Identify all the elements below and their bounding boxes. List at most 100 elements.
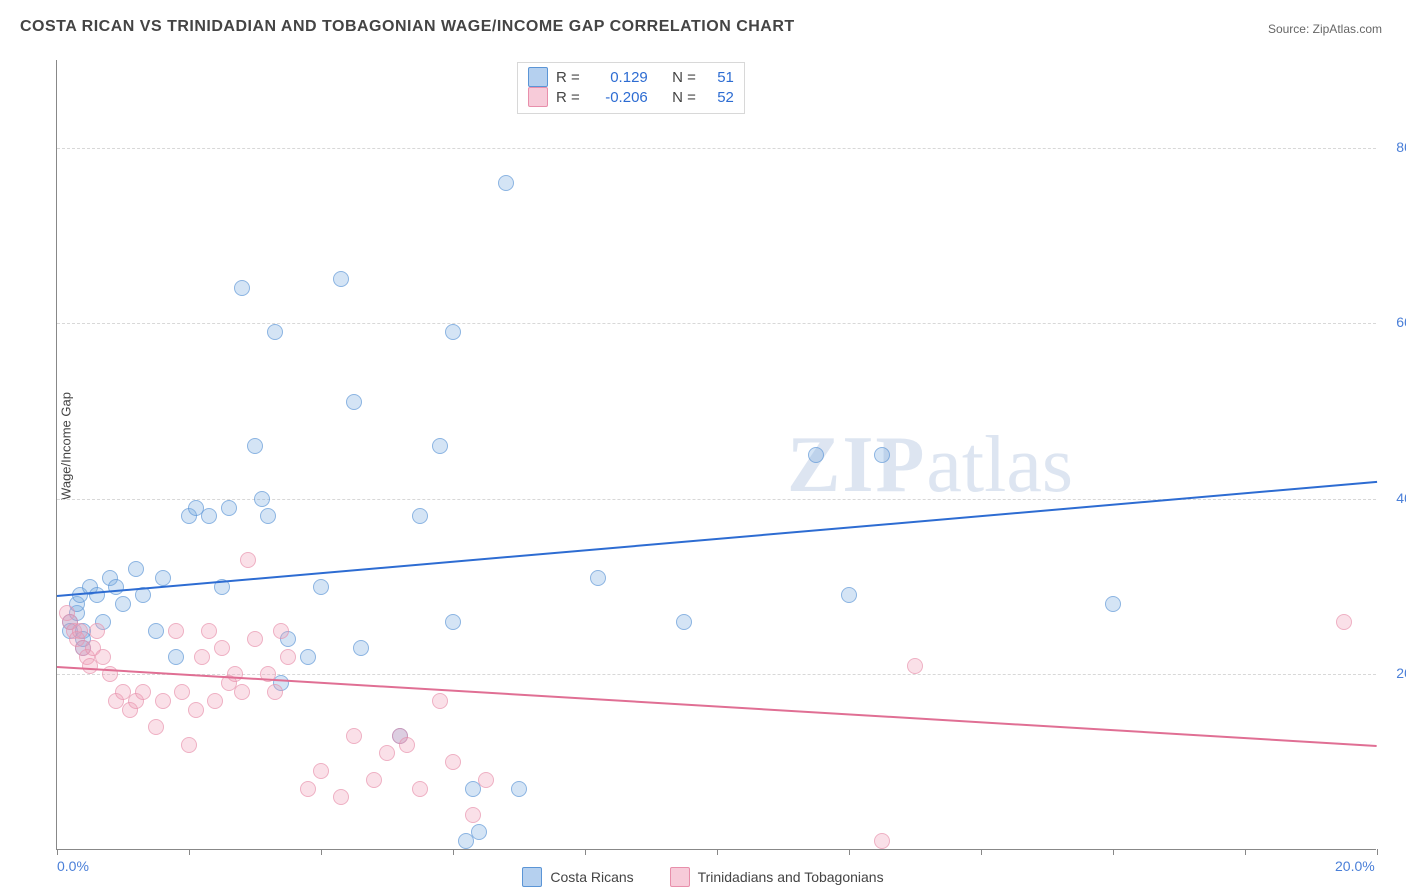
- data-point-trinidadians: [465, 807, 481, 823]
- x-tick-mark: [981, 849, 982, 855]
- legend-swatch-blue: [522, 867, 542, 887]
- data-point-trinidadians: [135, 684, 151, 700]
- source-label: Source: ZipAtlas.com: [1268, 22, 1382, 36]
- legend-item-trinidadians: Trinidadians and Tobagonians: [670, 867, 884, 887]
- data-point-costa_ricans: [267, 324, 283, 340]
- y-tick-label: 40.0%: [1381, 490, 1406, 506]
- x-tick-mark: [1113, 849, 1114, 855]
- gridline: [57, 148, 1376, 149]
- bottom-legend: Costa Ricans Trinidadians and Tobagonian…: [0, 867, 1406, 890]
- data-point-trinidadians: [366, 772, 382, 788]
- data-point-costa_ricans: [511, 781, 527, 797]
- data-point-costa_ricans: [89, 587, 105, 603]
- data-point-trinidadians: [907, 658, 923, 674]
- data-point-trinidadians: [874, 833, 890, 849]
- x-tick-mark: [1245, 849, 1246, 855]
- data-point-trinidadians: [234, 684, 250, 700]
- x-tick-mark: [57, 849, 58, 855]
- stats-r-value-costa_ricans: 0.129: [588, 69, 648, 86]
- x-tick-mark: [1377, 849, 1378, 855]
- data-point-costa_ricans: [221, 500, 237, 516]
- data-point-trinidadians: [399, 737, 415, 753]
- data-point-costa_ricans: [254, 491, 270, 507]
- gridline: [57, 323, 1376, 324]
- stats-n-label: N =: [672, 89, 696, 106]
- legend-label-trinidadians: Trinidadians and Tobagonians: [698, 869, 884, 885]
- data-point-costa_ricans: [155, 570, 171, 586]
- data-point-trinidadians: [89, 623, 105, 639]
- data-point-costa_ricans: [1105, 596, 1121, 612]
- data-point-costa_ricans: [313, 579, 329, 595]
- data-point-trinidadians: [379, 745, 395, 761]
- data-point-trinidadians: [214, 640, 230, 656]
- stats-box: R =0.129 N =51R =-0.206 N =52: [517, 62, 745, 114]
- regression-line-trinidadians: [57, 666, 1377, 747]
- data-point-costa_ricans: [841, 587, 857, 603]
- data-point-costa_ricans: [445, 614, 461, 630]
- y-tick-label: 80.0%: [1381, 139, 1406, 155]
- chart-title: COSTA RICAN VS TRINIDADIAN AND TOBAGONIA…: [20, 18, 795, 36]
- stats-row-costa_ricans: R =0.129 N =51: [528, 67, 734, 87]
- data-point-costa_ricans: [168, 649, 184, 665]
- data-point-costa_ricans: [676, 614, 692, 630]
- data-point-trinidadians: [313, 763, 329, 779]
- data-point-trinidadians: [432, 693, 448, 709]
- data-point-costa_ricans: [234, 280, 250, 296]
- stats-r-value-trinidadians: -0.206: [588, 89, 648, 106]
- legend-label-costa-ricans: Costa Ricans: [550, 869, 633, 885]
- data-point-costa_ricans: [260, 508, 276, 524]
- gridline: [57, 674, 1376, 675]
- data-point-trinidadians: [148, 719, 164, 735]
- data-point-trinidadians: [188, 702, 204, 718]
- chart-container: COSTA RICAN VS TRINIDADIAN AND TOBAGONIA…: [0, 0, 1406, 892]
- x-tick-mark: [585, 849, 586, 855]
- data-point-trinidadians: [445, 754, 461, 770]
- data-point-trinidadians: [181, 737, 197, 753]
- data-point-trinidadians: [1336, 614, 1352, 630]
- x-tick-mark: [189, 849, 190, 855]
- data-point-trinidadians: [247, 631, 263, 647]
- data-point-trinidadians: [412, 781, 428, 797]
- data-point-trinidadians: [478, 772, 494, 788]
- data-point-costa_ricans: [445, 324, 461, 340]
- data-point-trinidadians: [201, 623, 217, 639]
- stats-swatch-trinidadians: [528, 87, 548, 107]
- y-tick-label: 60.0%: [1381, 314, 1406, 330]
- data-point-costa_ricans: [201, 508, 217, 524]
- source-prefix: Source:: [1268, 22, 1313, 36]
- data-point-costa_ricans: [353, 640, 369, 656]
- data-point-trinidadians: [280, 649, 296, 665]
- data-point-costa_ricans: [128, 561, 144, 577]
- data-point-costa_ricans: [590, 570, 606, 586]
- data-point-trinidadians: [207, 693, 223, 709]
- data-point-costa_ricans: [333, 271, 349, 287]
- stats-n-label: N =: [672, 69, 696, 86]
- data-point-trinidadians: [72, 623, 88, 639]
- data-point-trinidadians: [240, 552, 256, 568]
- data-point-trinidadians: [300, 781, 316, 797]
- data-point-trinidadians: [346, 728, 362, 744]
- data-point-trinidadians: [333, 789, 349, 805]
- data-point-costa_ricans: [432, 438, 448, 454]
- plot-area: 20.0%40.0%60.0%80.0%0.0%20.0%ZIPatlasR =…: [56, 60, 1376, 850]
- data-point-costa_ricans: [498, 175, 514, 191]
- legend-swatch-pink: [670, 867, 690, 887]
- data-point-costa_ricans: [874, 447, 890, 463]
- data-point-costa_ricans: [300, 649, 316, 665]
- data-point-costa_ricans: [471, 824, 487, 840]
- stats-row-trinidadians: R =-0.206 N =52: [528, 87, 734, 107]
- data-point-trinidadians: [273, 623, 289, 639]
- data-point-trinidadians: [155, 693, 171, 709]
- data-point-trinidadians: [227, 666, 243, 682]
- data-point-costa_ricans: [148, 623, 164, 639]
- data-point-costa_ricans: [412, 508, 428, 524]
- data-point-trinidadians: [267, 684, 283, 700]
- x-tick-mark: [321, 849, 322, 855]
- stats-n-value-costa_ricans: 51: [704, 69, 734, 86]
- legend-item-costa-ricans: Costa Ricans: [522, 867, 633, 887]
- x-tick-mark: [717, 849, 718, 855]
- data-point-trinidadians: [194, 649, 210, 665]
- stats-r-label: R =: [556, 89, 580, 106]
- data-point-costa_ricans: [346, 394, 362, 410]
- source-link[interactable]: ZipAtlas.com: [1313, 22, 1382, 36]
